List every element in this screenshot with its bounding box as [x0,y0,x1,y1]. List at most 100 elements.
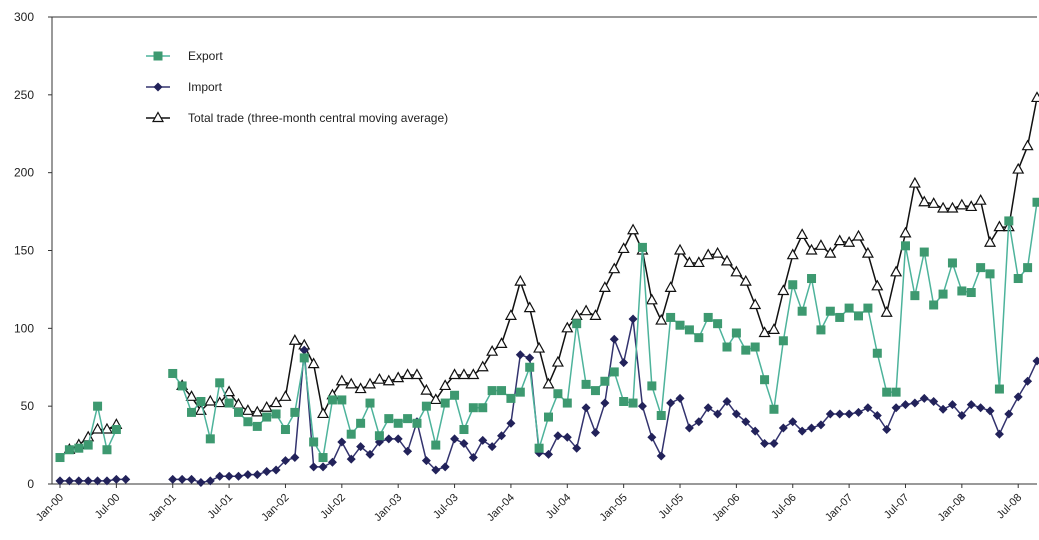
data-point [196,478,205,487]
data-point [65,445,74,454]
x-tick-label: Jan-02 [259,492,291,524]
data-point [676,394,685,403]
legend-item: Export [146,49,223,63]
legend-label: Import [188,80,223,94]
data-point [74,444,83,453]
legend-label: Export [188,49,223,63]
data-point [243,417,252,426]
data-point [215,472,224,481]
data-point [356,419,365,428]
x-tick-label: Jul-04 [544,492,574,522]
legend-marker [154,52,163,61]
data-point [986,406,995,415]
data-point [807,274,816,283]
data-point [572,319,581,328]
data-point [553,357,563,366]
data-point [986,269,995,278]
legend-item: Import [146,80,223,94]
data-point [788,250,798,259]
data-point [976,403,985,412]
data-point [882,425,891,434]
data-point [629,314,638,323]
y-tick-label: 250 [14,88,34,102]
data-point [600,282,610,291]
data-point [1023,141,1033,150]
data-point [337,376,347,385]
data-point [919,197,929,206]
data-point [1013,164,1023,173]
data-point [797,229,807,238]
data-point [872,281,882,290]
data-point [497,386,506,395]
series-group [56,92,1039,486]
data-point [863,248,873,257]
data-point [525,363,534,372]
data-point [516,388,525,397]
data-point [900,228,910,237]
data-point [976,195,986,204]
data-point [675,245,685,254]
x-tick-label: Jan-03 [372,492,404,524]
data-point [168,369,177,378]
data-point [619,243,629,252]
data-point [779,423,788,432]
data-point [206,434,215,443]
data-point [892,388,901,397]
data-point [694,257,704,266]
data-point [788,280,797,289]
data-point [722,343,731,352]
data-point [816,240,826,249]
data-point [450,370,460,379]
data-point [544,413,553,422]
y-tick-label: 50 [21,399,35,413]
data-point [290,453,299,462]
data-point [535,444,544,453]
data-point [835,409,844,418]
data-point [901,400,910,409]
x-tick-label: Jan-00 [34,492,66,524]
data-point [468,370,478,379]
data-point [337,437,346,446]
data-point [750,299,760,308]
y-tick-label: 150 [14,244,34,258]
data-point [985,237,995,246]
data-point [300,353,309,362]
data-point [516,350,525,359]
data-point [487,346,497,355]
y-tick-label: 200 [14,166,34,180]
data-point [629,399,638,408]
data-point [290,335,300,344]
data-point [882,307,892,316]
series-total [64,92,1039,453]
data-point [694,417,703,426]
data-point [713,248,723,257]
data-point [647,381,656,390]
y-tick-label: 100 [14,321,34,335]
x-tick-label: Jan-06 [710,492,742,524]
data-point [1023,377,1032,386]
data-point [459,370,469,379]
y-tick-label: 300 [14,10,34,24]
data-point [1033,357,1039,366]
data-point [920,248,929,257]
data-point [760,375,769,384]
data-point [544,450,553,459]
data-point [994,222,1004,231]
data-point [835,236,845,245]
data-point [769,439,778,448]
data-point [657,411,666,420]
data-point [497,338,507,347]
data-point [412,370,422,379]
data-point [769,405,778,414]
data-point [421,385,431,394]
data-point [290,408,299,417]
data-point [600,377,609,386]
data-point [459,425,468,434]
data-point [995,430,1004,439]
data-point [882,388,891,397]
data-point [647,433,656,442]
x-tick-label: Jan-08 [936,492,968,524]
data-point [450,434,459,443]
data-point [939,290,948,299]
